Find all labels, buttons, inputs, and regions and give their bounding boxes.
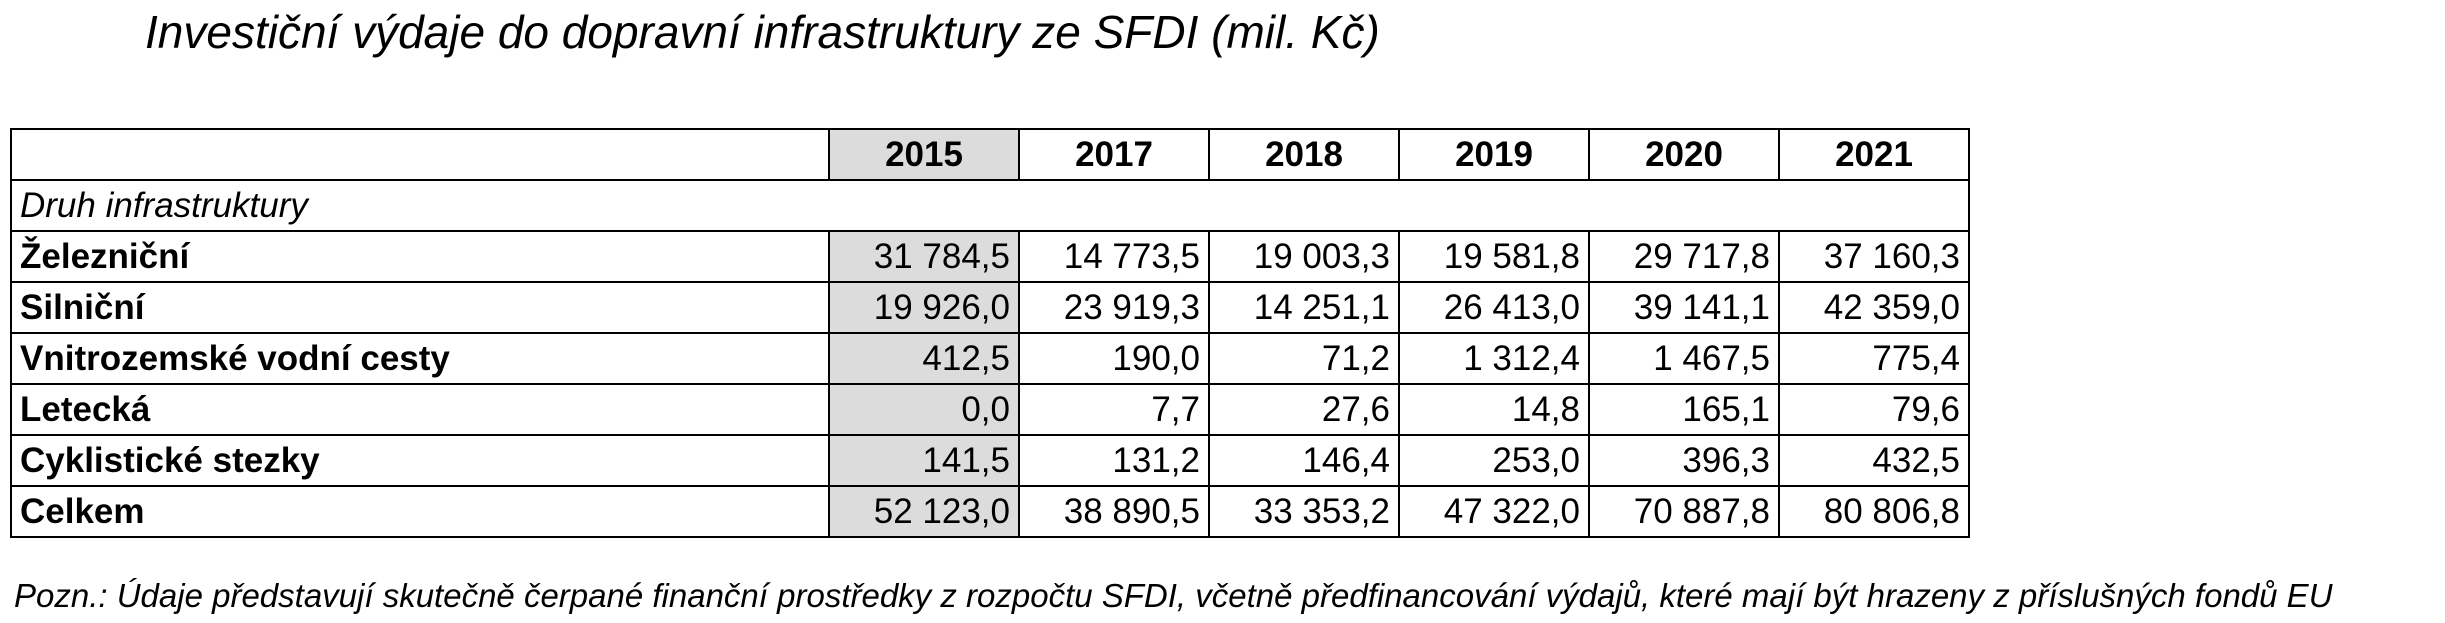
value-cell: 52 123,0 [828, 485, 1020, 538]
value-cell: 131,2 [1018, 434, 1210, 487]
value-cell: 38 890,5 [1018, 485, 1210, 538]
value-cell: 37 160,3 [1778, 230, 1970, 283]
value-cell: 141,5 [828, 434, 1020, 487]
value-cell: 253,0 [1398, 434, 1590, 487]
table-row: Celkem 52 123,0 38 890,5 33 353,2 47 322,0 70… [10, 485, 1970, 538]
value-cell: 412,5 [828, 332, 1020, 385]
subheader-row: Druh infrastruktury [10, 180, 1970, 231]
row-label: Vnitrozemské vodní cesty [10, 332, 830, 385]
table-row: Vnitrozemské vodní cesty 412,5 190,0 71,2 1 … [10, 332, 1970, 385]
value-cell: 396,3 [1588, 434, 1780, 487]
year-header-row: 2015 2017 2018 2019 2020 2021 [10, 128, 1970, 181]
value-cell: 19 926,0 [828, 281, 1020, 334]
value-cell: 79,6 [1778, 383, 1970, 436]
table-row: Cyklistické stezky 141,5 131,2 146,4 253,0 39… [10, 434, 1970, 487]
value-cell: 47 322,0 [1398, 485, 1590, 538]
row-label: Silniční [10, 281, 830, 334]
year-header: 2018 [1208, 128, 1399, 181]
value-cell: 42 359,0 [1778, 281, 1970, 334]
value-cell: 27,6 [1208, 383, 1400, 436]
footnote: Pozn.: Údaje představují skutečně čerpan… [14, 577, 2333, 614]
value-cell: 0,0 [828, 383, 1020, 436]
value-cell: 165,1 [1588, 383, 1780, 436]
value-cell: 26 413,0 [1398, 281, 1590, 334]
value-cell: 23 919,3 [1018, 281, 1210, 334]
value-cell: 14 773,5 [1018, 230, 1210, 283]
value-cell: 80 806,8 [1778, 485, 1970, 538]
year-header: 2017 [1018, 128, 1209, 181]
value-cell: 1 312,4 [1398, 332, 1590, 385]
table-row: Silniční 19 926,0 23 919,3 14 251,1 26 413,0… [10, 281, 1970, 334]
row-label: Letecká [10, 383, 830, 436]
year-header: 2020 [1588, 128, 1779, 181]
table-row: Železniční 31 784,5 14 773,5 19 003,3 19 581… [10, 230, 1970, 283]
value-cell: 190,0 [1018, 332, 1210, 385]
year-header: 2019 [1398, 128, 1589, 181]
value-cell: 1 467,5 [1588, 332, 1780, 385]
value-cell: 71,2 [1208, 332, 1400, 385]
value-cell: 432,5 [1778, 434, 1970, 487]
value-cell: 33 353,2 [1208, 485, 1400, 538]
row-label: Cyklistické stezky [10, 434, 830, 487]
value-cell: 19 003,3 [1208, 230, 1400, 283]
year-header: 2021 [1778, 128, 1970, 181]
value-cell: 7,7 [1018, 383, 1210, 436]
value-cell: 31 784,5 [828, 230, 1020, 283]
value-cell: 70 887,8 [1588, 485, 1780, 538]
value-cell: 14,8 [1398, 383, 1590, 436]
row-label: Železniční [10, 230, 830, 283]
infrastructure-table: 2015 2017 2018 2019 2020 2021 Druh infra… [10, 128, 1970, 538]
value-cell: 29 717,8 [1588, 230, 1780, 283]
value-cell: 14 251,1 [1208, 281, 1400, 334]
value-cell: 39 141,1 [1588, 281, 1780, 334]
subheader-label: Druh infrastruktury [10, 180, 1970, 231]
table-body: 2015 2017 2018 2019 2020 2021 Druh infra… [10, 128, 1970, 538]
table-row: Letecká 0,0 7,7 27,6 14,8 165,1 79,6 [10, 383, 1970, 436]
value-cell: 146,4 [1208, 434, 1400, 487]
row-label: Celkem [10, 485, 830, 538]
value-cell: 775,4 [1778, 332, 1970, 385]
value-cell: 19 581,8 [1398, 230, 1590, 283]
year-header: 2015 [828, 128, 1019, 181]
page-title: Investiční výdaje do dopravní infrastruk… [145, 6, 1380, 58]
header-empty-cell [10, 128, 829, 181]
